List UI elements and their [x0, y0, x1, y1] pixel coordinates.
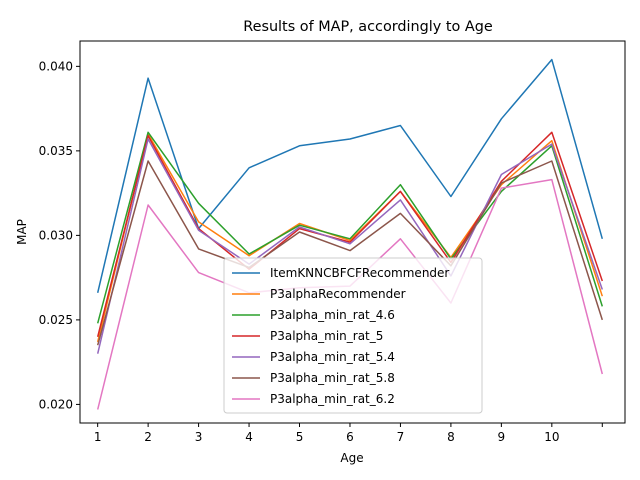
- legend-label: P3alpha_min_rat_6.2: [270, 392, 395, 406]
- x-tick-label: 2: [144, 430, 152, 444]
- x-tick-label: 1: [94, 430, 102, 444]
- y-tick-label: 0.020: [39, 397, 73, 411]
- series-line: [96, 138, 604, 354]
- series-line: [96, 160, 604, 346]
- x-axis-label: Age: [340, 451, 363, 465]
- legend-label: ItemKNNCBFCFRecommender: [270, 266, 449, 280]
- x-tick-label: 8: [447, 430, 455, 444]
- series-line: [96, 133, 604, 343]
- legend: ItemKNNCBFCFRecommender P3alphaRecommende…: [223, 257, 483, 414]
- chart-title: Results of MAP, accordingly to Age: [243, 19, 493, 35]
- plot-lines: [96, 58, 604, 410]
- y-tick-label: 0.035: [39, 144, 73, 158]
- y-tick-label: 0.040: [39, 59, 73, 73]
- legend-box: [223, 257, 483, 414]
- plot-frame: [79, 40, 626, 424]
- y-tick-label: 0.025: [39, 313, 73, 327]
- x-tick-label: 9: [498, 430, 506, 444]
- x-tick-label: 4: [245, 430, 253, 444]
- x-tick-label: 5: [296, 430, 304, 444]
- y-tick-label: 0.030: [39, 228, 73, 242]
- x-axis-ticks: 1 2 3 4 5 6 7 8 9 10: [94, 423, 603, 444]
- legend-label: P3alpha_min_rat_5.8: [270, 371, 395, 385]
- legend-label: P3alpha_min_rat_4.6: [270, 308, 395, 322]
- y-axis-label: MAP: [15, 219, 29, 245]
- legend-label: P3alpha_min_rat_5.4: [270, 350, 395, 364]
- legend-label: P3alphaRecommender: [270, 287, 406, 301]
- legend-label: P3alpha_min_rat_5: [270, 329, 383, 343]
- x-tick-label: 10: [544, 430, 559, 444]
- x-tick-label: 6: [346, 430, 354, 444]
- y-axis-ticks: 0.020 0.025 0.030 0.035 0.040: [39, 59, 80, 411]
- x-tick-label: 3: [195, 430, 203, 444]
- x-tick-label: 7: [397, 430, 405, 444]
